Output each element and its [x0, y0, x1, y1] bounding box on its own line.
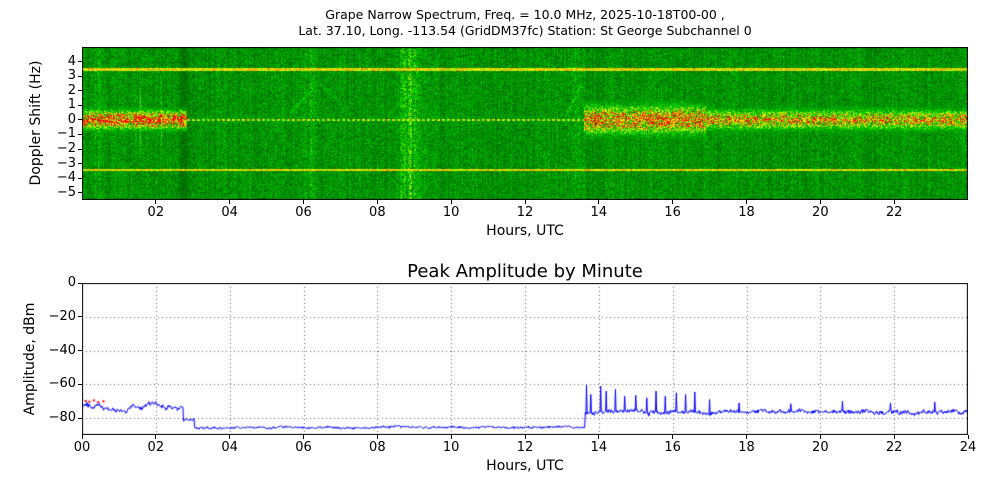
y-tick-label: 3 [67, 68, 76, 84]
y-tick-label: −1 [56, 126, 76, 142]
x-tick-label: 04 [221, 205, 238, 220]
spectrogram-x-axis-label: Hours, UTC [486, 223, 564, 239]
x-tick-label: 10 [442, 440, 460, 455]
tick-mark [893, 200, 895, 204]
tick-mark [376, 435, 378, 439]
tick-mark [746, 435, 747, 439]
tick-mark [155, 200, 157, 204]
tick-mark [672, 200, 674, 204]
tick-mark [81, 435, 83, 439]
x-tick-label: 02 [147, 205, 165, 220]
amplitude-chart-title: Peak Amplitude by Minute [407, 261, 643, 282]
tick-mark [78, 90, 82, 92]
y-tick-label: −60 [48, 376, 76, 392]
x-tick-label: 12 [516, 440, 534, 455]
x-tick-label: 06 [295, 205, 312, 220]
tick-mark [78, 192, 82, 194]
x-tick-label: 10 [442, 205, 460, 220]
spectrogram-title-line1: Grape Narrow Spectrum, Freq. = 10.0 MHz,… [325, 7, 725, 22]
x-tick-label: 24 [959, 440, 977, 455]
tick-mark [155, 435, 157, 439]
amplitude-y-axis-label: Amplitude, dBm [22, 302, 38, 416]
x-tick-label: 16 [664, 440, 681, 455]
tick-mark [78, 148, 82, 150]
tick-mark [598, 435, 600, 439]
tick-mark [78, 119, 82, 121]
tick-mark [78, 350, 82, 352]
x-tick-label: 14 [590, 205, 608, 220]
y-tick-label: −20 [48, 308, 76, 324]
tick-mark [672, 435, 674, 439]
tick-mark [819, 200, 821, 204]
tick-mark [303, 200, 304, 204]
x-tick-label: 02 [147, 440, 165, 455]
x-tick-label: 18 [738, 440, 755, 455]
tick-mark [819, 435, 821, 439]
tick-mark [78, 316, 82, 318]
tick-mark [376, 200, 378, 204]
tick-mark [78, 104, 82, 106]
y-tick-label: 2 [67, 82, 76, 98]
tick-mark [78, 383, 82, 385]
tick-mark [893, 435, 895, 439]
tick-mark [78, 75, 82, 77]
y-tick-label: 0 [67, 275, 76, 290]
spectrogram-title-line2: Lat. 37.10, Long. -113.54 (GridDM37fc) S… [298, 23, 752, 38]
tick-mark [229, 200, 231, 204]
tick-mark [524, 435, 526, 439]
x-tick-label: 22 [885, 440, 903, 455]
y-tick-label: −2 [56, 141, 76, 156]
tick-mark [78, 282, 82, 284]
tick-mark [78, 61, 82, 63]
tick-mark [450, 200, 452, 204]
y-tick-label: 0 [67, 111, 76, 127]
tick-mark [746, 200, 747, 204]
tick-mark [78, 133, 82, 135]
doppler-spectrogram-canvas [82, 47, 968, 200]
x-tick-label: 04 [221, 440, 238, 455]
amplitude-x-axis-label: Hours, UTC [486, 458, 564, 474]
x-tick-label: 06 [295, 440, 312, 455]
amplitude-chart-canvas [82, 283, 968, 435]
x-tick-label: 00 [73, 440, 91, 455]
x-tick-label: 22 [885, 205, 903, 220]
x-tick-label: 14 [590, 440, 608, 455]
tick-mark [229, 435, 231, 439]
x-tick-label: 16 [664, 205, 681, 220]
tick-mark [78, 417, 82, 419]
x-tick-label: 18 [738, 205, 755, 220]
tick-mark [78, 163, 82, 165]
y-tick-label: −5 [56, 184, 76, 200]
y-tick-label: 1 [67, 97, 76, 113]
y-tick-label: −40 [48, 342, 76, 358]
x-tick-label: 20 [812, 440, 829, 455]
tick-mark [967, 435, 969, 439]
y-tick-label: −80 [48, 410, 76, 426]
tick-mark [524, 200, 526, 204]
y-tick-label: −3 [56, 155, 76, 171]
tick-mark [598, 200, 600, 204]
y-tick-label: −4 [56, 170, 76, 186]
tick-mark [450, 435, 452, 439]
tick-mark [303, 435, 304, 439]
x-tick-label: 12 [516, 205, 534, 220]
x-tick-label: 20 [812, 205, 829, 220]
x-tick-label: 08 [369, 205, 386, 220]
tick-mark [78, 177, 82, 179]
y-tick-label: 4 [67, 53, 76, 69]
x-tick-label: 08 [369, 440, 386, 455]
